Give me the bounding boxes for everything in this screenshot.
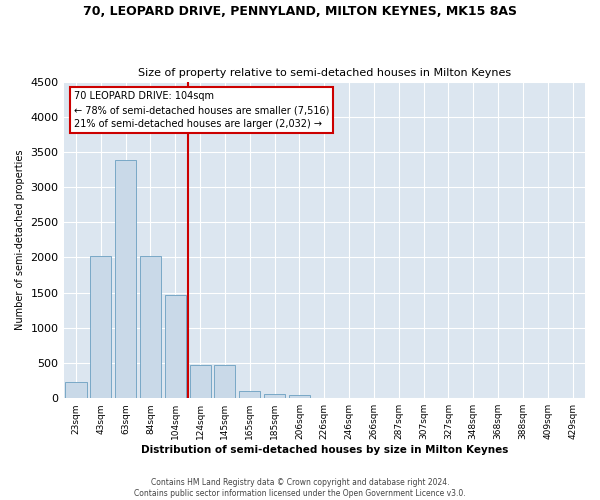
Text: 70, LEOPARD DRIVE, PENNYLAND, MILTON KEYNES, MK15 8AS: 70, LEOPARD DRIVE, PENNYLAND, MILTON KEY… [83,5,517,18]
Bar [165,296,186,398]
Bar [90,256,112,398]
Y-axis label: Number of semi-detached properties: Number of semi-detached properties [15,150,25,330]
Bar [190,365,211,398]
Bar [264,394,285,398]
Bar [214,365,235,398]
Title: Size of property relative to semi-detached houses in Milton Keynes: Size of property relative to semi-detach… [138,68,511,78]
Bar [289,394,310,398]
Bar [239,391,260,398]
Bar [115,160,136,398]
Bar [140,256,161,398]
Text: Contains HM Land Registry data © Crown copyright and database right 2024.
Contai: Contains HM Land Registry data © Crown c… [134,478,466,498]
X-axis label: Distribution of semi-detached houses by size in Milton Keynes: Distribution of semi-detached houses by … [140,445,508,455]
Text: 70 LEOPARD DRIVE: 104sqm
← 78% of semi-detached houses are smaller (7,516)
21% o: 70 LEOPARD DRIVE: 104sqm ← 78% of semi-d… [74,91,329,129]
Bar [65,382,86,398]
